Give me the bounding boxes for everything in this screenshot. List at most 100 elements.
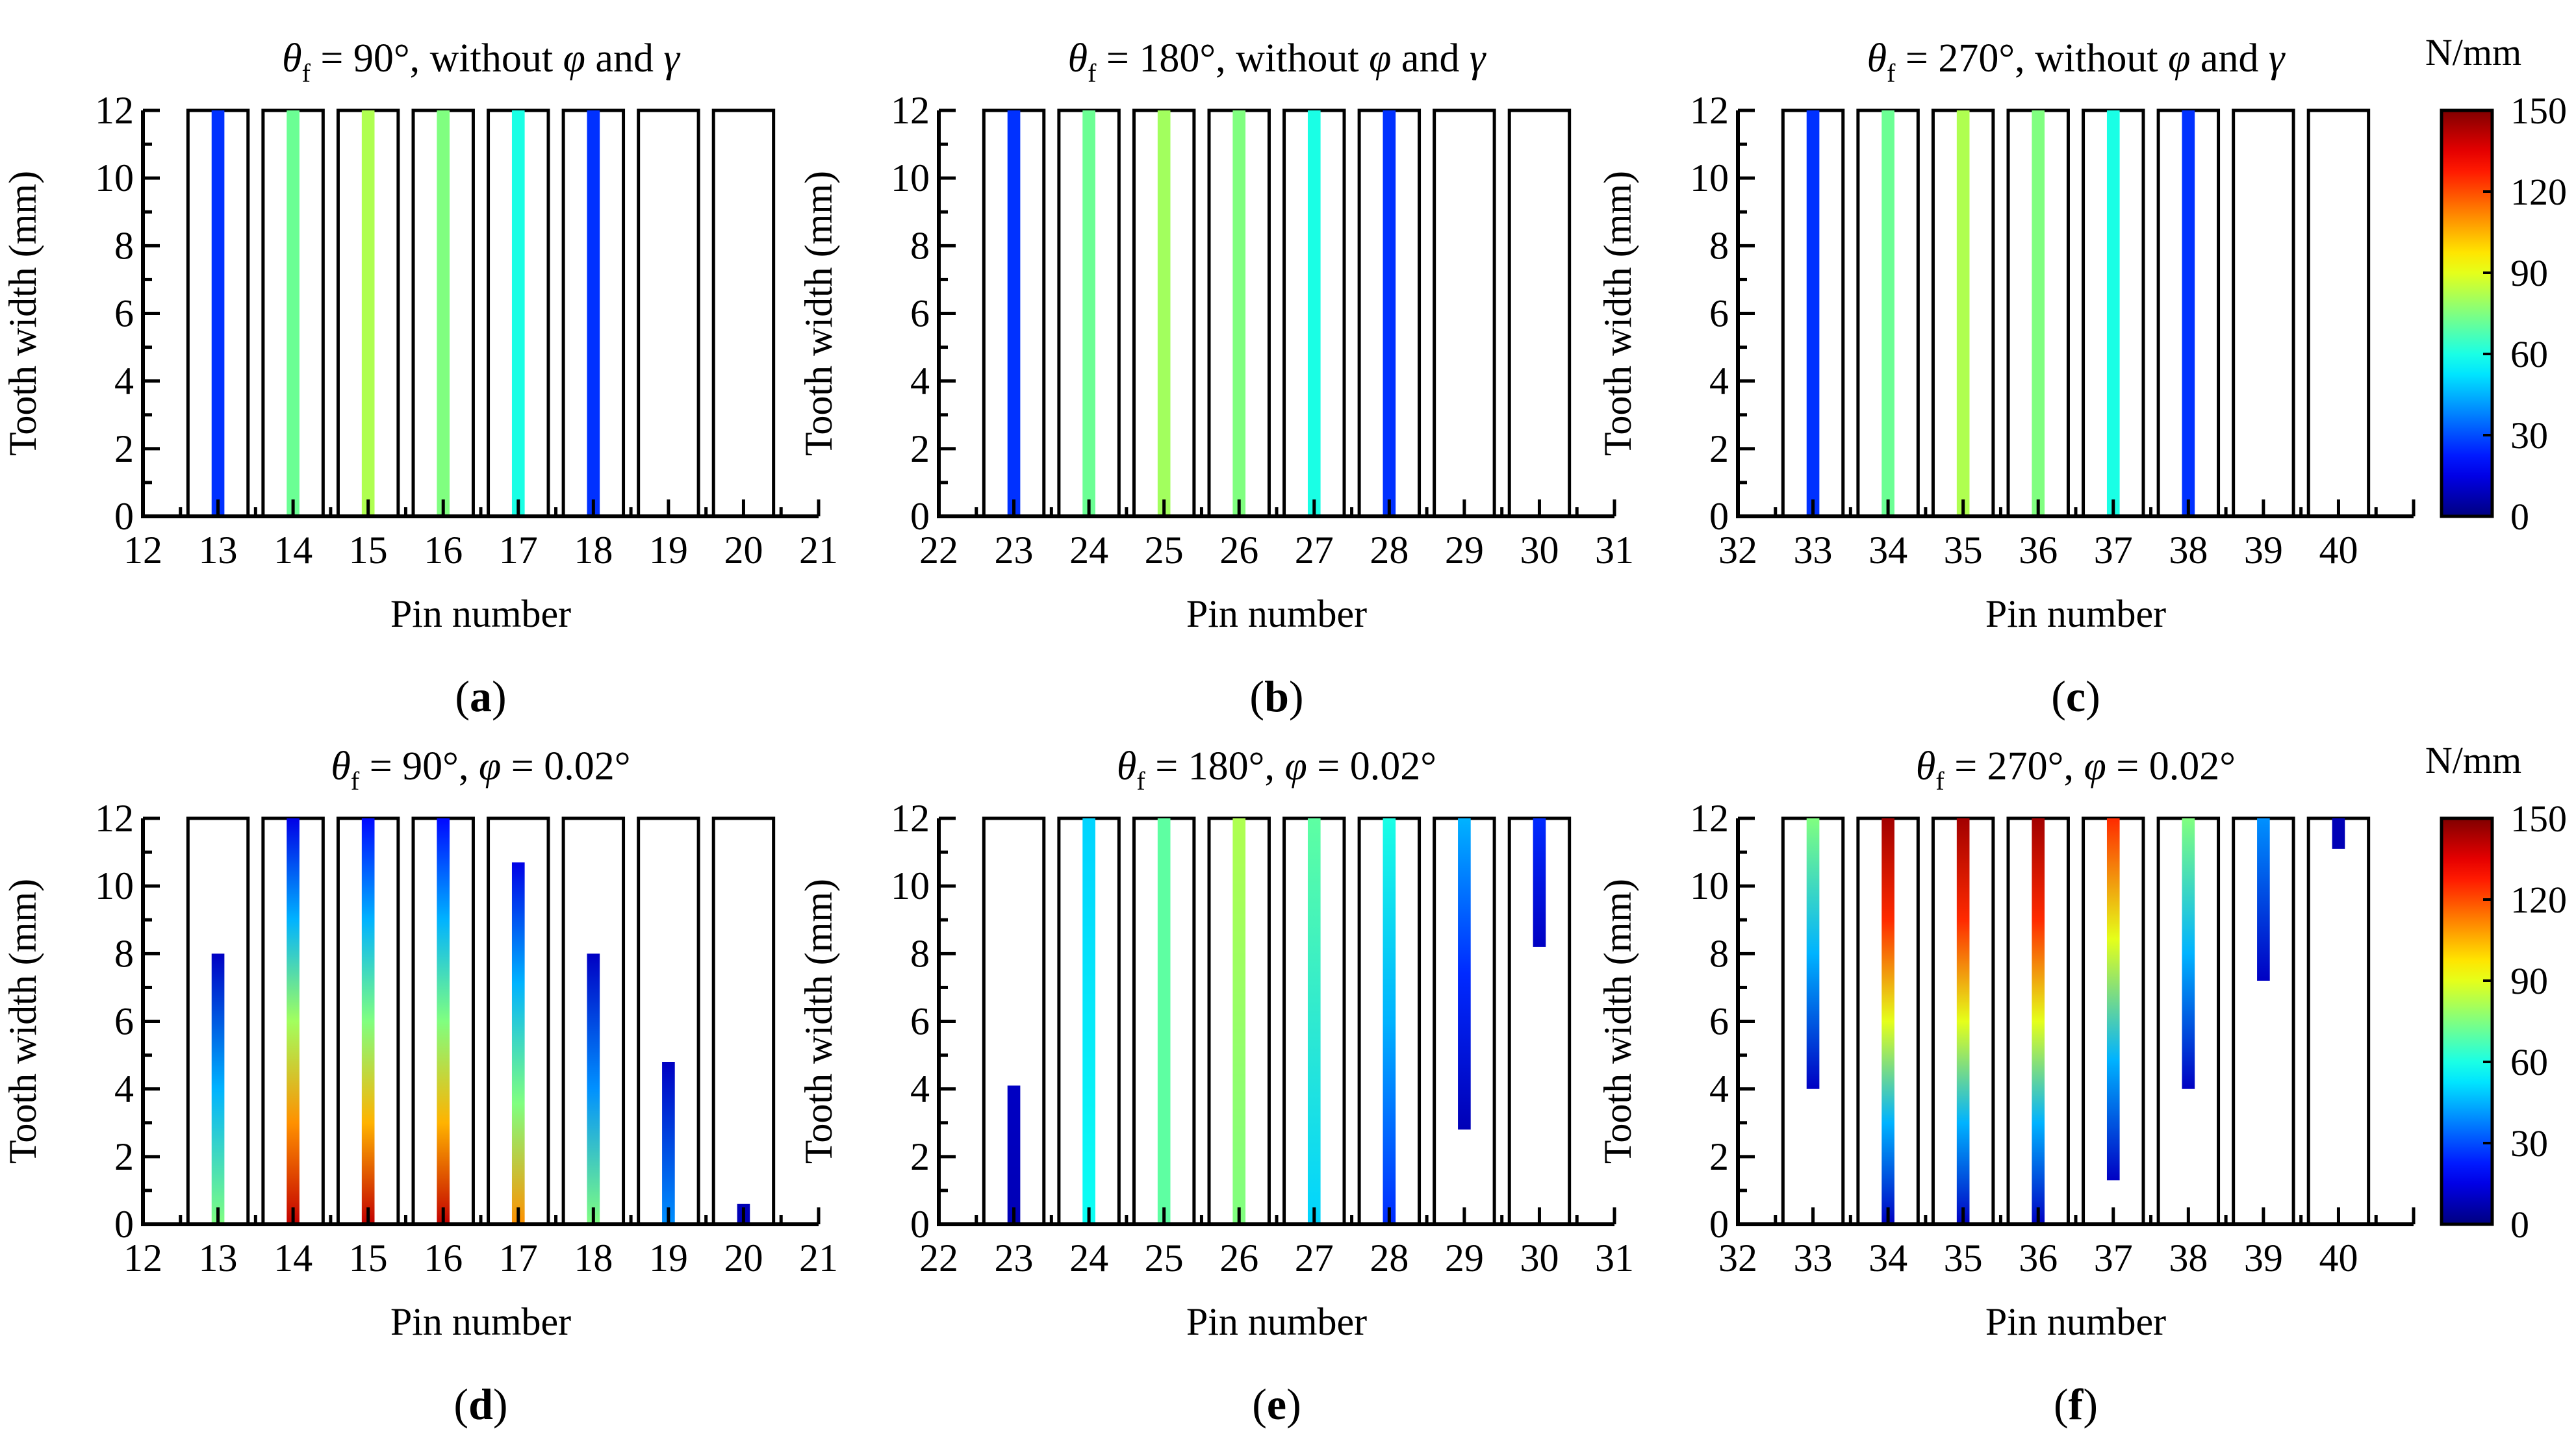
panel-label: (b) xyxy=(1249,672,1303,721)
y-tick-label: 0 xyxy=(1709,1203,1729,1246)
x-tick-label: 34 xyxy=(1868,1237,1907,1279)
x-tick-label: 19 xyxy=(649,1237,688,1279)
load-strip-pin-24 xyxy=(1082,818,1095,1224)
load-strip-pin-30 xyxy=(1533,818,1546,947)
y-tick-label: 12 xyxy=(95,797,134,840)
load-strip-pin-29 xyxy=(1458,818,1471,1130)
y-tick-label: 6 xyxy=(1709,292,1729,335)
y-tick-label: 12 xyxy=(1690,89,1729,132)
y-tick-label: 10 xyxy=(1690,157,1729,199)
load-strip-pin-25 xyxy=(1157,818,1171,1224)
panel-title: θf = 270°, φ = 0.02° xyxy=(1916,744,2236,796)
load-strip-pin-27 xyxy=(1307,110,1321,516)
load-strip-pin-14 xyxy=(287,818,300,1224)
x-tick-label: 18 xyxy=(574,1237,613,1279)
y-tick-label: 6 xyxy=(910,292,930,335)
x-tick-label: 31 xyxy=(1595,529,1634,572)
panel-title: θf = 90°, without φ and γ xyxy=(282,36,680,88)
panel-c: 0 2 4 6 8 10 12 32 33 34 35 36 37 38 39 40 Pin number Too… xyxy=(1596,36,2416,721)
load-strip-pin-35 xyxy=(1956,818,1970,1224)
y-tick-label: 10 xyxy=(95,157,134,199)
load-strip-pin-36 xyxy=(2032,818,2045,1224)
panel-f: 0 2 4 6 8 10 12 32 33 34 35 36 37 38 39 40 Pin number Too… xyxy=(1596,744,2416,1429)
x-axis-label: Pin number xyxy=(1985,592,2166,635)
y-tick-label: 2 xyxy=(114,1135,134,1178)
x-axis-label: Pin number xyxy=(390,1300,571,1343)
x-tick-label: 29 xyxy=(1445,1237,1484,1279)
x-tick-label: 32 xyxy=(1718,1237,1757,1279)
pin-box-40 xyxy=(2306,108,2371,518)
pin-box-20 xyxy=(711,816,776,1226)
y-tick-label: 6 xyxy=(114,292,134,335)
y-axis-label: Tooth width (mm) xyxy=(797,879,840,1164)
y-axis-label: Tooth width (mm) xyxy=(1,879,44,1164)
y-tick-label: 6 xyxy=(1709,1000,1729,1043)
y-tick-label: 6 xyxy=(114,1000,134,1043)
x-tick-label: 40 xyxy=(2319,1237,2358,1279)
x-axis-label: Pin number xyxy=(1985,1300,2166,1343)
y-tick-label: 4 xyxy=(1709,1068,1729,1111)
load-strip-pin-18 xyxy=(587,953,600,1224)
pin-box-19 xyxy=(637,108,700,518)
y-axis-label: Tooth width (mm) xyxy=(1596,171,1639,456)
y-tick-label: 10 xyxy=(891,864,930,907)
x-tick-label: 27 xyxy=(1295,529,1334,572)
x-tick-label: 40 xyxy=(2319,529,2358,572)
x-tick-label: 13 xyxy=(199,1237,238,1279)
y-tick-label: 12 xyxy=(891,89,930,132)
y-tick-label: 2 xyxy=(1709,427,1729,470)
y-tick-label: 0 xyxy=(910,495,930,538)
load-strip-pin-24 xyxy=(1082,110,1095,516)
x-tick-label: 33 xyxy=(1794,1237,1833,1279)
load-strip-pin-38 xyxy=(2182,110,2195,516)
load-strip-pin-34 xyxy=(1881,110,1894,516)
x-tick-label: 32 xyxy=(1718,529,1757,572)
load-strip-pin-17 xyxy=(511,862,525,1224)
x-tick-label: 12 xyxy=(123,529,162,572)
x-tick-label: 36 xyxy=(2019,529,2058,572)
x-tick-label: 28 xyxy=(1370,529,1409,572)
load-strip-pin-16 xyxy=(437,818,450,1224)
load-strip-pin-23 xyxy=(1007,1085,1021,1224)
x-tick-label: 29 xyxy=(1445,529,1484,572)
x-axis-label: Pin number xyxy=(390,592,571,635)
y-tick-label: 12 xyxy=(891,797,930,840)
load-strip-pin-28 xyxy=(1383,110,1396,516)
y-tick-label: 8 xyxy=(1709,932,1729,975)
load-strip-pin-15 xyxy=(361,110,375,516)
colorbar-tick-label: 0 xyxy=(2510,496,2529,538)
load-strip-pin-15 xyxy=(361,818,375,1224)
y-tick-label: 10 xyxy=(1690,864,1729,907)
y-tick-label: 8 xyxy=(114,932,134,975)
x-tick-label: 30 xyxy=(1520,529,1559,572)
load-strip-pin-26 xyxy=(1232,818,1246,1224)
panel-label: (a) xyxy=(455,672,506,721)
load-strip-pin-16 xyxy=(437,110,450,516)
load-strip-pin-25 xyxy=(1157,110,1171,516)
x-axis-label: Pin number xyxy=(1186,592,1367,635)
x-tick-label: 12 xyxy=(123,1237,162,1279)
colorbar-unit: N/mm xyxy=(2425,739,2521,781)
x-tick-label: 19 xyxy=(649,529,688,572)
colorbar-gradient xyxy=(2440,816,2494,1226)
x-tick-label: 35 xyxy=(1944,529,1983,572)
x-tick-label: 20 xyxy=(724,1237,763,1279)
x-tick-label: 37 xyxy=(2094,1237,2133,1279)
x-tick-label: 26 xyxy=(1219,1237,1258,1279)
x-tick-label: 27 xyxy=(1295,1237,1334,1279)
x-tick-label: 30 xyxy=(1520,1237,1559,1279)
y-tick-label: 8 xyxy=(910,932,930,975)
x-tick-label: 25 xyxy=(1145,1237,1184,1279)
y-tick-label: 8 xyxy=(1709,224,1729,267)
colorbar-gradient xyxy=(2440,108,2494,518)
y-tick-label: 0 xyxy=(114,1203,134,1246)
panel-title: θf = 180°, without φ and γ xyxy=(1068,36,1486,88)
x-tick-label: 21 xyxy=(799,1237,838,1279)
panel-label: (e) xyxy=(1252,1380,1301,1429)
panel-label: (f) xyxy=(2054,1380,2098,1429)
x-axis-label: Pin number xyxy=(1186,1300,1367,1343)
x-tick-label: 15 xyxy=(349,529,388,572)
x-tick-label: 22 xyxy=(919,529,958,572)
